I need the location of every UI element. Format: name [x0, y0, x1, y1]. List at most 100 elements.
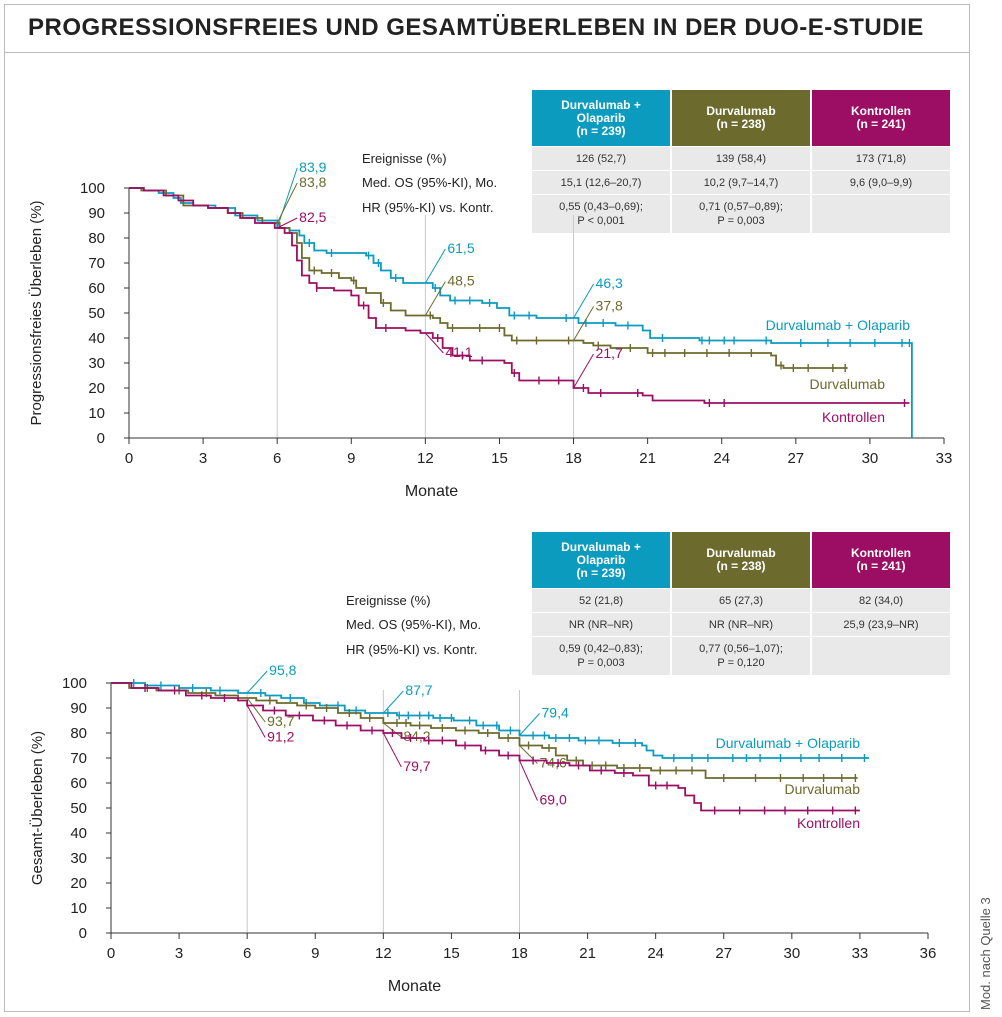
x-tick-label: 9	[347, 450, 355, 467]
series-label-olaparib: Durvalumab + Olaparib	[716, 735, 861, 751]
x-axis-title: Monate	[405, 483, 458, 500]
table-cell	[811, 636, 952, 675]
y-axis-title: Progressionsfreies Überleben (%)	[27, 200, 45, 425]
header-kontrollen: Kontrollen (n = 241)	[811, 532, 952, 589]
callout-value: 93,7	[267, 713, 294, 729]
header-line: Durvalumab	[706, 546, 776, 560]
x-tick-label: 24	[647, 945, 664, 962]
callout-leader	[246, 697, 266, 723]
x-tick-label: 0	[125, 450, 133, 467]
callout-leader	[276, 217, 298, 229]
x-tick-label: 18	[511, 945, 528, 962]
table-cell: 0,55 (0,43–0,69); P < 0,001	[532, 194, 672, 233]
km-curve-durvalumab	[129, 187, 848, 369]
x-tick-label: 18	[565, 450, 582, 467]
figure-frame	[4, 4, 970, 1012]
series-label-kontrollen: Kontrollen	[797, 815, 860, 831]
header-line: (n = 241)	[856, 559, 906, 573]
y-tick-label: 90	[70, 700, 87, 717]
table-cell: NR (NR–NR)	[671, 612, 812, 637]
callout-value: 41,1	[445, 344, 472, 360]
callout-value: 95,8	[269, 662, 296, 678]
header-olaparib: Durvalumab + Olaparib (n = 239)	[532, 532, 672, 589]
y-tick-label: 80	[88, 230, 105, 247]
callout-value: 83,8	[299, 174, 326, 190]
x-tick-label: 21	[639, 450, 656, 467]
table-cell: 173 (71,8)	[811, 146, 952, 171]
x-tick-label: 0	[107, 945, 115, 962]
km-curve-kontrollen	[129, 187, 910, 404]
header-line: (n = 239)	[576, 123, 626, 138]
cell-line: P = 0,120	[717, 656, 765, 669]
table-cell: 25,9 (23,9–NR)	[811, 612, 952, 637]
x-tick-label: 33	[852, 945, 869, 962]
series-label-durvalumab: Durvalumab	[810, 376, 886, 392]
y-tick-label: 20	[88, 380, 105, 397]
row-label: Med. OS (95%-KI), Mo.	[362, 175, 498, 190]
header-kontrollen: Kontrollen (n = 241)	[811, 90, 952, 147]
table-cell: 0,77 (0,56–1,07); P = 0,120	[671, 636, 812, 675]
km-curve-olaparib	[111, 682, 869, 759]
callout-leader	[424, 332, 444, 354]
callout-value: 46,3	[596, 275, 623, 291]
os-stats-table: Durvalumab + Olaparib (n = 239) Durvalumab…	[346, 532, 952, 675]
callout-leader	[573, 306, 594, 341]
y-tick-label: 50	[88, 305, 105, 322]
y-tick-label: 90	[88, 205, 105, 222]
callout-leader	[276, 167, 298, 229]
callout-leader	[424, 248, 446, 284]
cell-line: P = 0,003	[577, 656, 625, 669]
y-tick-label: 40	[70, 825, 87, 842]
callout-leader	[519, 760, 538, 801]
callout-value: 69,0	[540, 792, 567, 808]
header-durvalumab: Durvalumab (n = 238)	[671, 532, 812, 589]
header-line: Durvalumab +	[561, 97, 641, 112]
x-tick-label: 15	[491, 450, 508, 467]
header-line: (n = 238)	[716, 117, 766, 131]
header-line: Kontrollen	[851, 104, 911, 118]
series-label-olaparib: Durvalumab + Olaparib	[766, 317, 911, 333]
callout-value: 91,2	[267, 729, 294, 745]
callout-value: 84,2	[403, 728, 430, 744]
row-label: Ereignisse (%)	[346, 593, 431, 608]
km-curve-durvalumab	[111, 682, 858, 779]
cell-line: 0,77 (0,56–1,07);	[699, 642, 783, 655]
callout-leader	[573, 283, 594, 319]
callout-value: 21,7	[596, 345, 623, 361]
y-tick-label: 40	[88, 330, 105, 347]
y-tick-label: 30	[88, 355, 105, 372]
callout-leader	[519, 713, 540, 736]
table-cell: 0,71 (0,57–0,89); P = 0,003	[671, 194, 812, 233]
row-label: Ereignisse (%)	[362, 151, 447, 166]
header-durvalumab: Durvalumab (n = 238)	[671, 90, 812, 147]
callout-value: 79,4	[542, 705, 569, 721]
callout-leader	[246, 705, 266, 738]
y-tick-label: 60	[70, 775, 87, 792]
y-tick-label: 100	[62, 675, 87, 692]
x-tick-label: 27	[787, 450, 804, 467]
x-tick-label: 3	[199, 450, 207, 467]
cell-line: P = 0,003	[717, 214, 765, 227]
x-tick-label: 30	[862, 450, 879, 467]
callout-leader	[276, 182, 298, 224]
callout-value: 83,9	[299, 159, 326, 175]
callout-value: 87,7	[405, 682, 432, 698]
header-line: Olaparib	[576, 552, 626, 567]
table-cell: 139 (58,4)	[671, 146, 812, 171]
y-tick-label: 0	[79, 925, 87, 942]
header-line: (n = 238)	[716, 559, 766, 573]
header-olaparib: Durvalumab + Olaparib (n = 239)	[532, 90, 672, 147]
header-line: Durvalumab +	[561, 539, 641, 554]
x-axis-title: Monate	[388, 978, 441, 995]
table-cell: 9,6 (9,0–9,9)	[811, 170, 952, 195]
table-cell: 10,2 (9,7–14,7)	[671, 170, 812, 195]
x-tick-label: 15	[443, 945, 460, 962]
y-tick-label: 60	[88, 280, 105, 297]
km-curve-kontrollen	[111, 682, 860, 812]
cell-line: P < 0,001	[577, 214, 625, 227]
row-label: HR (95%-KI) vs. Kontr.	[362, 199, 494, 215]
series-label-durvalumab: Durvalumab	[785, 781, 861, 797]
cell-line: 0,59 (0,42–0,83);	[559, 642, 643, 655]
